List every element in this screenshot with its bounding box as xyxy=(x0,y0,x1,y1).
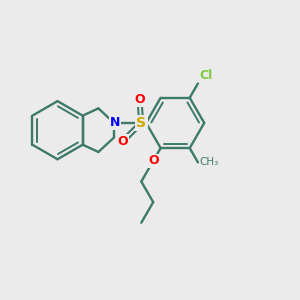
Text: CH₃: CH₃ xyxy=(199,158,218,167)
Text: S: S xyxy=(136,116,146,130)
Text: O: O xyxy=(148,154,158,167)
Text: N: N xyxy=(110,116,121,129)
Text: O: O xyxy=(134,93,145,106)
Text: O: O xyxy=(118,135,128,148)
Text: Cl: Cl xyxy=(200,69,213,82)
